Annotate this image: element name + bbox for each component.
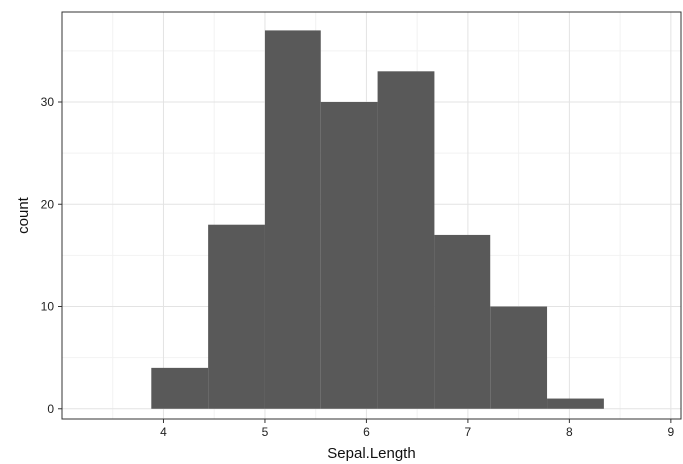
x-tick-label: 9 xyxy=(668,425,675,439)
histogram-bar xyxy=(208,224,265,409)
panel-border xyxy=(61,11,682,420)
histogram-bar xyxy=(377,71,435,409)
x-tick-label: 8 xyxy=(566,425,573,439)
y-tick-label: 10 xyxy=(41,300,55,314)
x-axis: 4 5 6 7 8 9 xyxy=(160,419,675,439)
y-tick-label: 0 xyxy=(47,402,54,416)
histogram-bars xyxy=(151,30,604,409)
x-tick-label: 6 xyxy=(363,425,370,439)
histogram-bar xyxy=(547,398,604,409)
histogram-bar xyxy=(434,234,491,409)
x-tick-label: 5 xyxy=(262,425,269,439)
histogram-bar xyxy=(151,367,209,409)
histogram-bar xyxy=(490,306,548,409)
histogram-bar xyxy=(320,101,378,409)
y-axis-title: count xyxy=(15,196,32,234)
y-tick-label: 30 xyxy=(41,95,55,109)
y-tick-label: 20 xyxy=(41,197,55,211)
histogram-bar xyxy=(264,30,321,409)
y-axis: 0 10 20 30 xyxy=(41,95,62,416)
x-axis-title: Sepal.Length xyxy=(327,445,415,462)
x-tick-label: 4 xyxy=(160,425,167,439)
x-tick-label: 7 xyxy=(465,425,472,439)
